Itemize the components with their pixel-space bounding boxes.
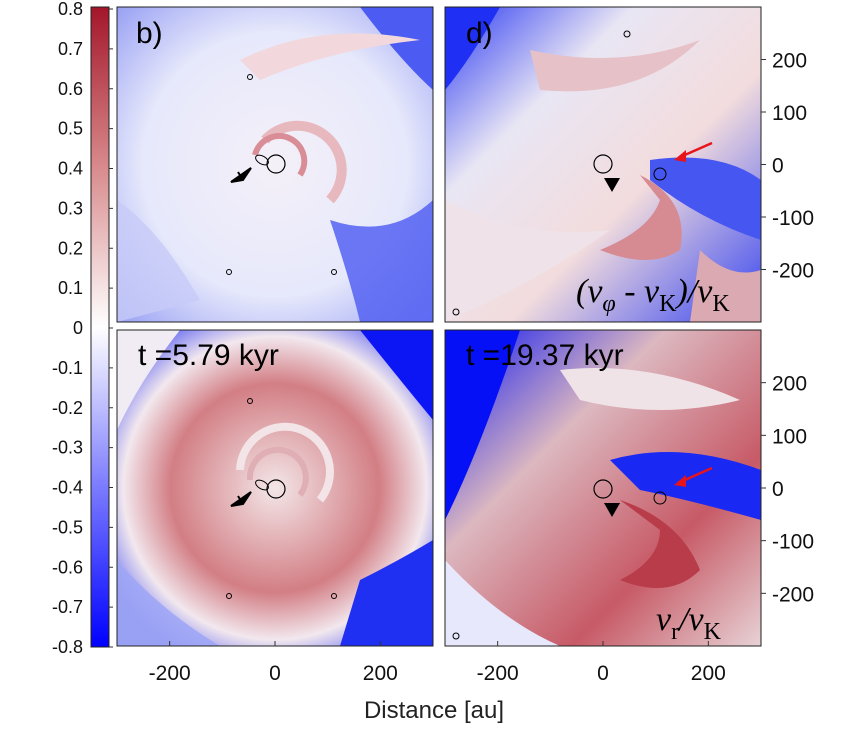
x-tick-label: 0 — [269, 662, 281, 685]
colorbar-tick-label: -0.5 — [52, 517, 83, 537]
colorbar: 0.8 0.7 0.6 0.5 0.4 0.3 0.2 0.1 0 -0.1 -0.2 -0.3 -0.… — [52, 0, 113, 657]
y-tick-labels-bottom: 200 100 0 -100 -200 — [761, 373, 814, 606]
panel-b-label: b) — [136, 17, 163, 50]
colorbar-tick-label: 0 — [73, 318, 83, 338]
colorbar-tick-label: -0.3 — [52, 438, 83, 458]
x-tick-label: -200 — [477, 662, 519, 685]
colorbar-tick-label: -0.6 — [52, 557, 83, 577]
panel-e-quantity: vr/vK — [656, 601, 722, 645]
panel-e — [445, 330, 761, 646]
black-arrow — [230, 167, 252, 183]
colorbar-tick-label: 0.3 — [58, 198, 83, 218]
y-tick-label: 100 — [772, 102, 807, 125]
colorbar-tick-label: 0.5 — [58, 119, 83, 139]
panel-d-label: d) — [466, 17, 493, 50]
panel-c-time: t =5.79 kyr — [138, 339, 279, 372]
y-tick-label: 0 — [772, 478, 784, 501]
y-tick-label: 200 — [772, 50, 807, 73]
y-tick-label: -200 — [772, 260, 814, 283]
colorbar-tick-label: -0.8 — [52, 637, 83, 657]
y-tick-label: -100 — [772, 207, 814, 230]
x-tick-label: 0 — [597, 662, 609, 685]
y-tick-label: 200 — [772, 373, 807, 396]
colorbar-tick-label: 0.2 — [58, 238, 83, 258]
x-axis-label: Distance [au] — [364, 697, 504, 724]
x-tick-labels-right: -200 0 200 — [477, 641, 726, 685]
colorbar-tick-label: 0.8 — [58, 0, 83, 19]
x-tick-label: 200 — [691, 662, 726, 685]
colorbar-tick-label: 0.6 — [58, 79, 83, 99]
y-tick-label: 0 — [772, 155, 784, 178]
panel-d — [445, 7, 761, 322]
panel-d-quantity: (vφ - vK)/vK — [576, 273, 730, 317]
panel-b — [117, 7, 433, 322]
colorbar-tick-label: -0.2 — [52, 398, 83, 418]
x-tick-label: -200 — [149, 662, 191, 685]
colorbar-tick-label: -0.1 — [52, 358, 83, 378]
colorbar-gradient — [90, 6, 110, 648]
y-tick-labels-top: 200 100 0 -100 -200 — [761, 50, 814, 283]
panel-c — [117, 330, 433, 646]
panel-e-time: t =19.37 kyr — [466, 339, 624, 372]
colorbar-tick-label: -0.4 — [52, 478, 83, 498]
y-tick-label: -200 — [772, 583, 814, 606]
colorbar-tick-label: -0.7 — [52, 597, 83, 617]
y-tick-label: 100 — [772, 425, 807, 448]
colorbar-tick-label: 0.4 — [58, 159, 83, 179]
y-tick-label: -100 — [772, 531, 814, 554]
colorbar-tick-labels: 0.8 0.7 0.6 0.5 0.4 0.3 0.2 0.1 0 -0.1 -0.2 -0.3 -0.… — [52, 0, 113, 657]
x-tick-label: 200 — [363, 662, 398, 685]
x-tick-labels-left: -200 0 200 — [149, 641, 398, 685]
colorbar-tick-label: 0.7 — [58, 39, 83, 59]
colorbar-tick-label: 0.1 — [58, 278, 83, 298]
